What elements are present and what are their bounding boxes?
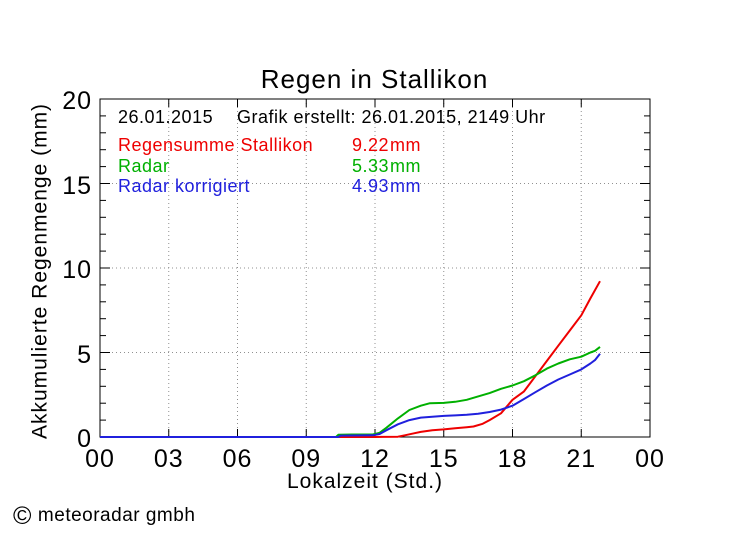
copyright-text: meteoradar gmbh	[37, 505, 196, 526]
chart-title: Regen in Stallikon	[260, 64, 489, 94]
series-line-2	[100, 353, 601, 438]
legend-value-radar-korrigiert: 4.93	[352, 176, 390, 196]
copyright-line: © meteoradar gmbh	[13, 504, 195, 529]
header-date: 26.01.2015	[118, 107, 214, 127]
legend-label-radar-korrigiert: Radar korrigiert	[118, 176, 251, 196]
y-tick-label: 10	[62, 256, 92, 284]
x-tick-label: 21	[566, 445, 597, 473]
x-tick-label: 03	[153, 445, 184, 473]
x-axis-title: Lokalzeit (Std.)	[286, 470, 444, 493]
legend-unit-regensumme: mm	[390, 135, 421, 155]
legend-label-regensumme: Regensumme Stallikon	[118, 135, 314, 155]
y-tick-label: 0	[77, 425, 92, 453]
legend-unit-radar-korrigiert: mm	[390, 176, 421, 196]
x-tick-label: 15	[428, 445, 459, 473]
x-tick-label: 00	[635, 445, 665, 473]
y-tick-label: 15	[62, 171, 92, 200]
legend-value-regensumme: 9.22	[352, 135, 390, 155]
x-tick-label: 18	[497, 445, 528, 473]
copyright-icon: ©	[13, 502, 32, 530]
legend-value-radar: 5.33	[352, 156, 390, 176]
x-tick-label: 00	[85, 445, 115, 473]
y-tick-label: 20	[62, 87, 92, 115]
x-tick-label: 06	[222, 445, 253, 473]
x-tick-label: 09	[291, 445, 322, 473]
header-created-text: Grafik erstellt: 26.01.2015, 2149 Uhr	[237, 107, 546, 127]
legend-label-radar: Radar	[118, 156, 170, 176]
series-line-1	[100, 346, 601, 438]
y-tick-label: 5	[77, 340, 92, 369]
legend-unit-radar: mm	[390, 156, 421, 176]
series-line-0	[100, 280, 601, 438]
x-tick-label: 12	[360, 445, 390, 473]
